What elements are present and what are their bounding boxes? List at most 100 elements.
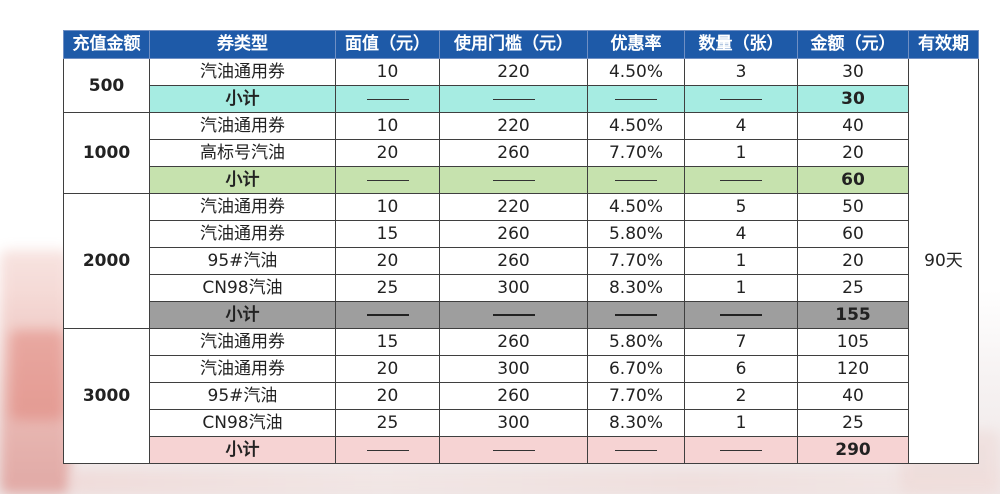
quantity-cell: 4 [684,112,798,140]
discount-rate-cell: 8.30% [587,409,685,437]
subtotal-dash-cell [684,85,798,113]
subtotal-dash-cell [335,166,440,194]
voucher-type-cell: CN98汽油 [149,274,336,302]
subtotal-row: 小计 30 [64,85,979,113]
table-row: 3000 汽油通用券 15 260 5.80% 7 105 [63,328,979,464]
subtotal-dash-cell [439,166,588,194]
dash-line [366,314,409,316]
threshold-cell: 300 [439,409,588,437]
background-decoration [10,330,65,420]
amount-cell: 60 [797,220,909,248]
header-amount: 金额（元） [797,30,909,59]
header-face-value: 面值（元） [335,30,440,59]
dash-line [492,98,535,100]
subtotal-dash-cell [587,166,685,194]
quantity-cell: 1 [684,139,798,167]
discount-rate-cell: 7.70% [587,247,685,275]
background-decoration [0,250,70,494]
quantity-cell: 1 [684,409,798,437]
subtotal-row: 小计 60 [64,166,979,194]
table-row: 2000 汽油通用券 10 220 4.50% 5 50 [63,193,979,329]
voucher-recharge-table: 充值金额 券类型 面值（元） 使用门槛（元） 优惠率 数量（张） 金额（元） 有… [63,30,979,464]
discount-rate-cell: 5.80% [587,220,685,248]
subtotal-dash-cell [684,436,798,464]
voucher-type-cell: CN98汽油 [149,409,336,437]
header-validity: 有效期 [908,30,979,59]
amount-cell: 120 [797,355,909,383]
dash-line [615,98,657,100]
recharge-amount-cell: 1000 [63,112,150,194]
voucher-type-cell: 汽油通用券 [149,193,336,221]
amount-cell: 50 [797,193,909,221]
face-value-cell: 25 [335,274,440,302]
discount-rate-cell: 7.70% [587,139,685,167]
header-quantity: 数量（张） [684,30,798,59]
subtotal-dash-cell [587,85,685,113]
face-value-cell: 20 [335,355,440,383]
quantity-cell: 4 [684,220,798,248]
dash-line [720,449,762,451]
subtotal-dash-cell [587,301,685,329]
face-value-cell: 10 [335,58,440,86]
dash-line [615,449,657,451]
threshold-cell: 300 [439,274,588,302]
quantity-cell: 5 [684,193,798,221]
recharge-amount-cell: 3000 [63,328,150,464]
dash-line [492,314,535,316]
subtotal-dash-cell [335,436,440,464]
threshold-cell: 260 [439,328,588,356]
recharge-amount-cell: 2000 [63,193,150,329]
table-row: 500 汽油通用券 10 220 4.50% 3 30 90天 [63,58,979,464]
discount-rate-cell: 8.30% [587,274,685,302]
voucher-type-cell: 汽油通用券 [149,355,336,383]
dash-line [720,179,762,181]
subtotal-amount: 30 [797,85,909,113]
face-value-cell: 15 [335,328,440,356]
table-header: 充值金额 券类型 面值（元） 使用门槛（元） 优惠率 数量（张） 金额（元） 有… [63,30,979,59]
discount-rate-cell: 4.50% [587,193,685,221]
header-voucher-type: 券类型 [149,30,336,59]
subtotal-row: 小计 155 [64,301,979,329]
table-row: 汽油通用券 15 260 5.80% 4 60 [64,220,979,248]
amount-cell: 30 [797,58,909,86]
amount-cell: 40 [797,112,909,140]
subtotal-amount: 60 [797,166,909,194]
header-threshold: 使用门槛（元） [439,30,588,59]
background-decoration [70,470,1000,494]
amount-cell: 20 [797,139,909,167]
subtotal-dash-cell [439,436,588,464]
voucher-type-cell: 95#汽油 [149,247,336,275]
amount-cell: 25 [797,274,909,302]
face-value-cell: 20 [335,247,440,275]
dash-line [615,179,657,181]
dash-line [366,449,409,451]
dash-line [366,179,409,181]
amount-cell: 40 [797,382,909,410]
threshold-cell: 260 [439,139,588,167]
table-row: CN98汽油 25 300 8.30% 1 25 [64,274,979,302]
quantity-cell: 3 [684,58,798,86]
subtotal-amount: 155 [797,301,909,329]
subtotal-dash-cell [335,85,440,113]
threshold-cell: 220 [439,112,588,140]
dash-line [366,98,409,100]
subtotal-row: 小计 290 [64,436,979,464]
table-row: 95#汽油 20 260 7.70% 2 40 [64,382,979,410]
subtotal-label: 小计 [149,85,336,113]
threshold-cell: 260 [439,247,588,275]
table-row: 95#汽油 20 260 7.70% 1 20 [64,247,979,275]
subtotal-dash-cell [684,166,798,194]
voucher-type-cell: 汽油通用券 [149,220,336,248]
quantity-cell: 1 [684,247,798,275]
voucher-type-cell: 汽油通用券 [149,112,336,140]
subtotal-dash-cell [684,301,798,329]
recharge-amount-cell: 500 [63,58,150,113]
quantity-cell: 6 [684,355,798,383]
dash-line [720,314,762,316]
threshold-cell: 220 [439,58,588,86]
validity-cell: 90天 [908,58,979,464]
subtotal-dash-cell [439,85,588,113]
subtotal-label: 小计 [149,301,336,329]
dash-line [492,449,535,451]
header-discount-rate: 优惠率 [587,30,685,59]
